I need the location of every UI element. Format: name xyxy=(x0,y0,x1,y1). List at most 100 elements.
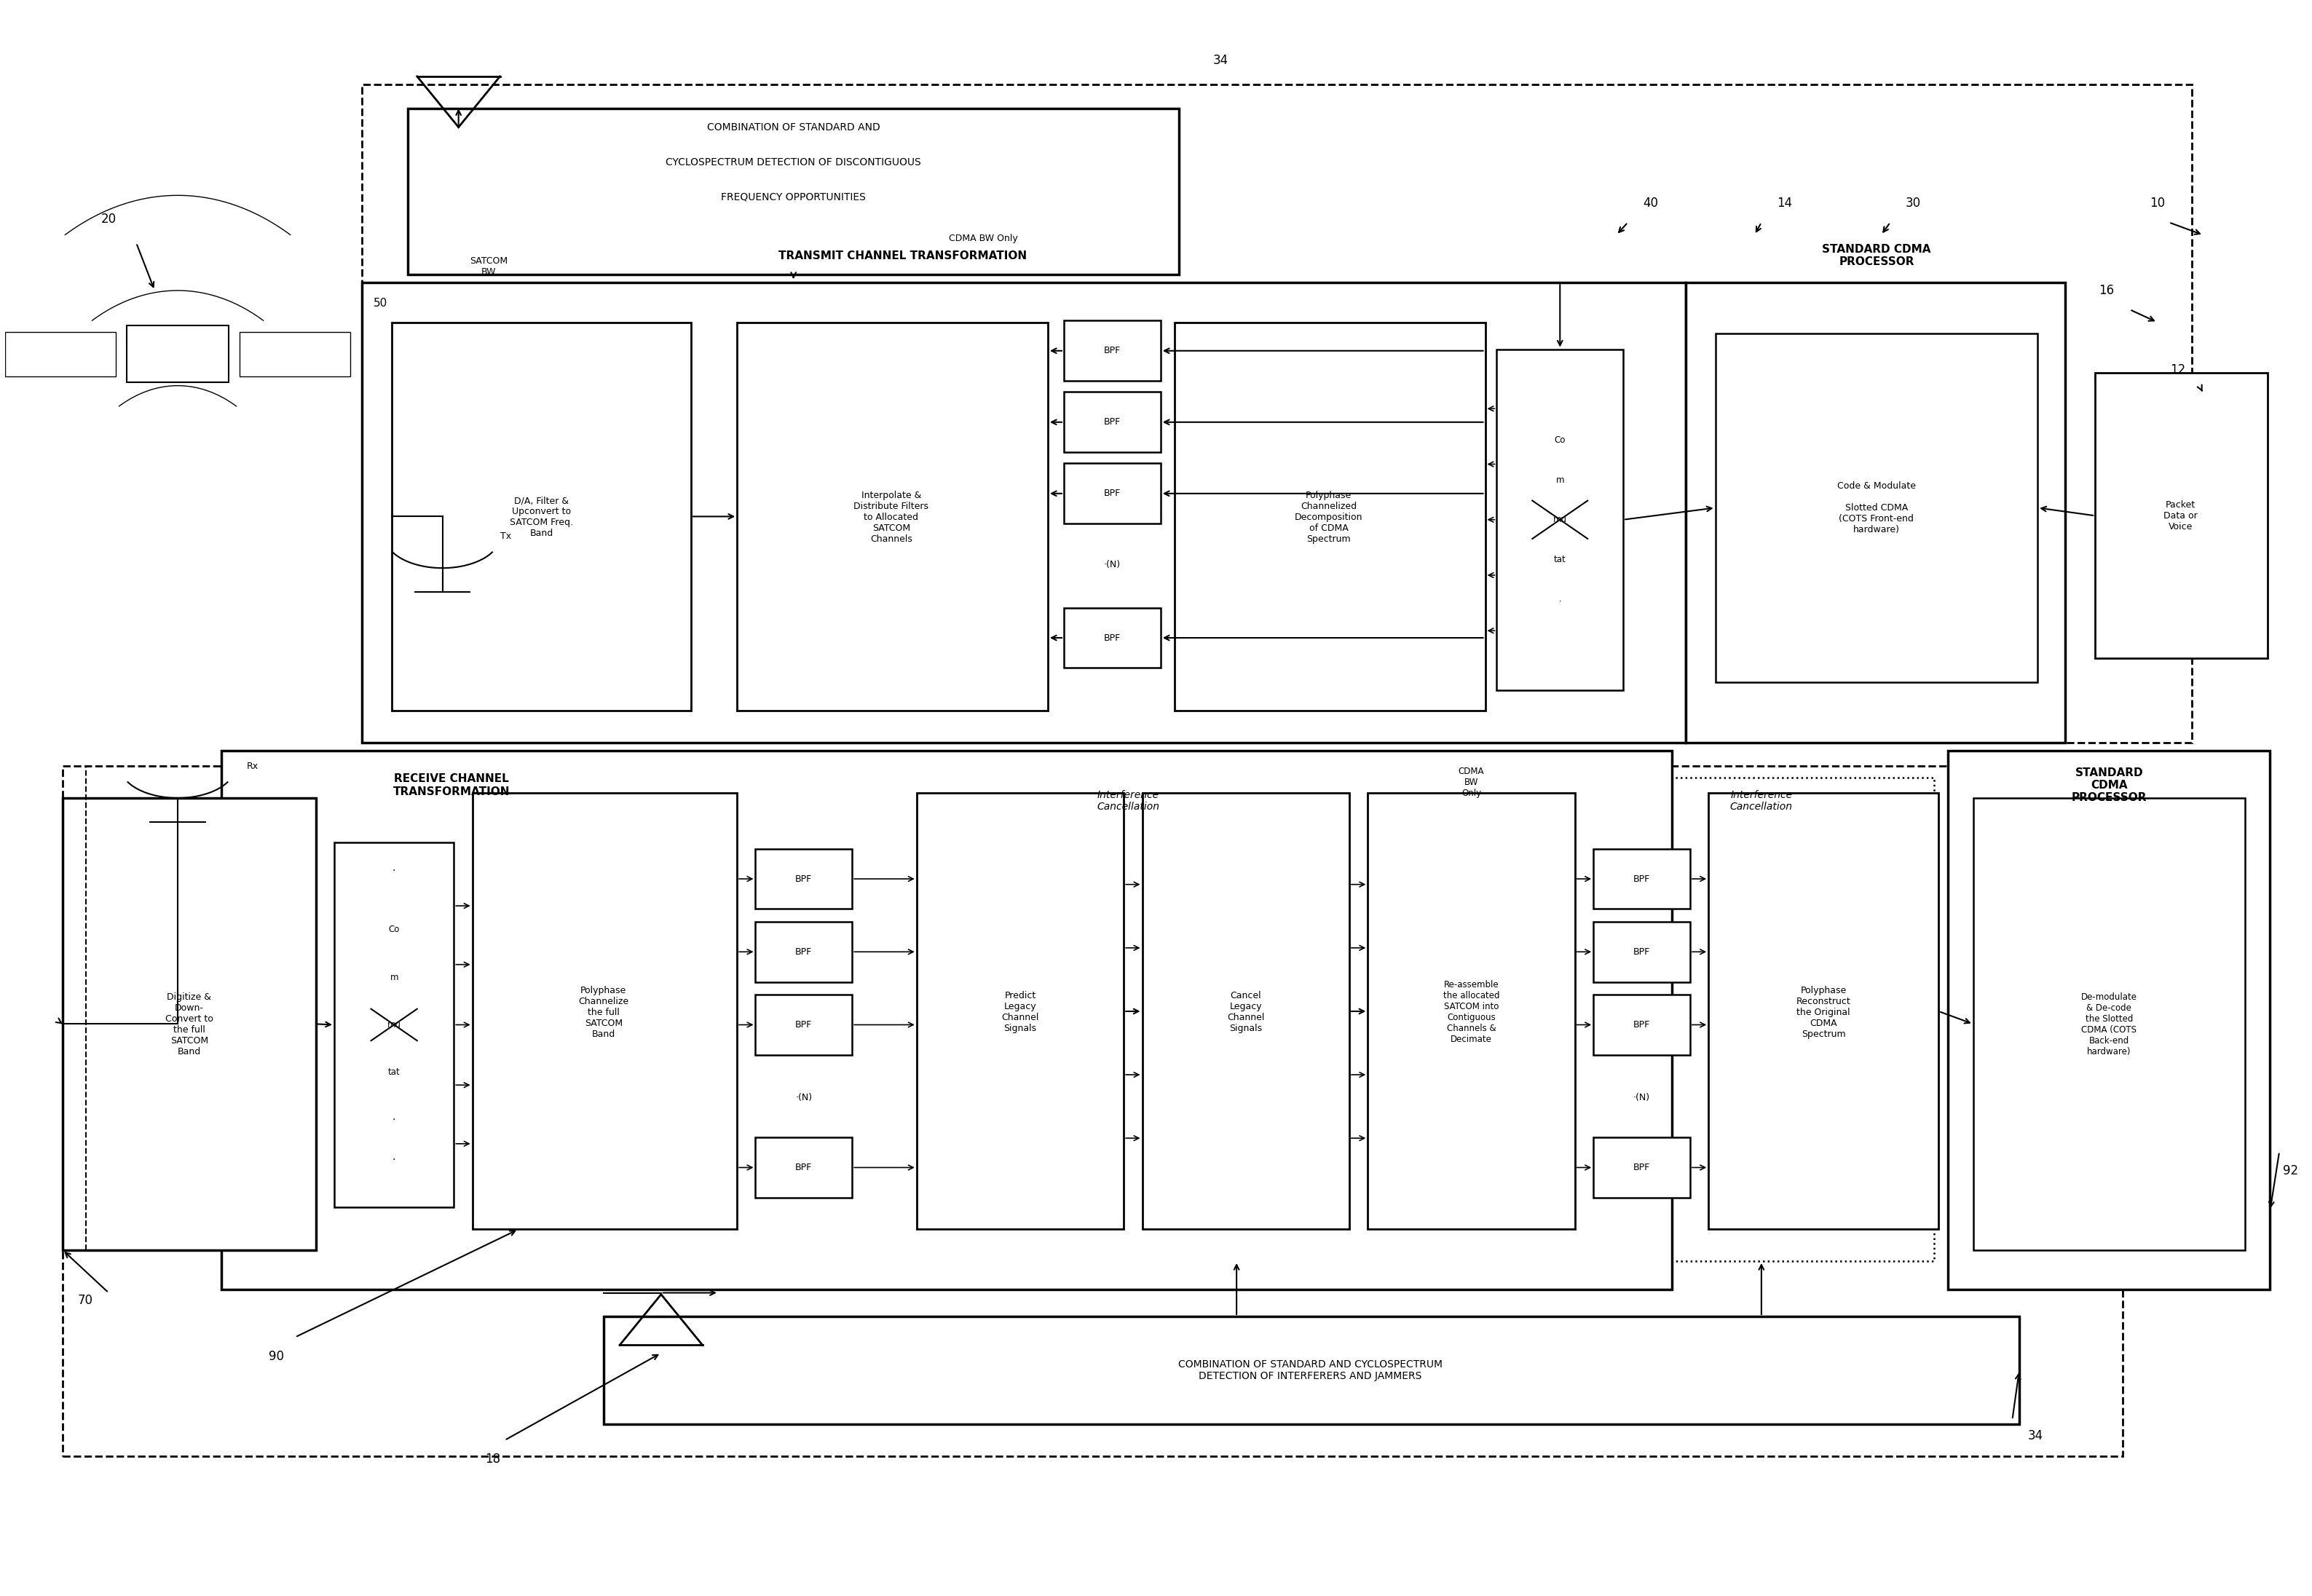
Text: RECEIVE CHANNEL
TRANSFORMATION: RECEIVE CHANNEL TRANSFORMATION xyxy=(393,774,511,796)
Text: BPF: BPF xyxy=(795,875,812,884)
Bar xyxy=(1064,463,1161,523)
Text: BPF: BPF xyxy=(795,946,812,956)
Bar xyxy=(603,1317,2018,1424)
Text: ·(N): ·(N) xyxy=(1632,1093,1651,1103)
Bar xyxy=(1593,849,1690,910)
Bar xyxy=(756,994,853,1055)
Text: m: m xyxy=(391,972,398,982)
Text: mu: mu xyxy=(1554,516,1568,525)
Text: Packet
Data or
Voice: Packet Data or Voice xyxy=(2164,500,2196,531)
Bar xyxy=(1064,608,1161,669)
Bar xyxy=(902,777,1570,1261)
Bar xyxy=(1709,793,1940,1229)
Bar xyxy=(1593,1138,1690,1197)
Text: 34: 34 xyxy=(2028,1428,2044,1443)
Bar xyxy=(738,322,1047,710)
Text: BPF: BPF xyxy=(1632,1020,1651,1029)
Bar xyxy=(1496,350,1623,689)
Text: 92: 92 xyxy=(2284,1163,2298,1178)
Bar xyxy=(1142,793,1350,1229)
Text: tat: tat xyxy=(388,1068,400,1077)
Text: Rx: Rx xyxy=(247,761,259,771)
Bar xyxy=(335,843,453,1207)
Bar xyxy=(1593,994,1690,1055)
Bar xyxy=(1064,393,1161,452)
Bar xyxy=(756,1138,853,1197)
Text: 50: 50 xyxy=(372,298,388,308)
Text: Co: Co xyxy=(1554,436,1565,445)
Bar xyxy=(391,322,691,710)
Text: 18: 18 xyxy=(486,1452,502,1465)
Text: CYCLOSPECTRUM DETECTION OF DISCONTIGUOUS: CYCLOSPECTRUM DETECTION OF DISCONTIGUOUS xyxy=(666,156,920,168)
Text: 70: 70 xyxy=(79,1294,92,1307)
Text: BPF: BPF xyxy=(1632,875,1651,884)
Text: BPF: BPF xyxy=(795,1020,812,1029)
Text: Co: Co xyxy=(388,926,400,934)
Text: Interference
Cancellation: Interference Cancellation xyxy=(1729,790,1792,812)
Bar xyxy=(5,332,116,377)
Text: D/A, Filter &
Upconvert to
SATCOM Freq.
Band: D/A, Filter & Upconvert to SATCOM Freq. … xyxy=(509,496,573,538)
Bar xyxy=(363,85,2192,742)
Text: 10: 10 xyxy=(2150,196,2164,209)
Bar xyxy=(1588,777,1935,1261)
Bar xyxy=(127,326,229,383)
Text: BPF: BPF xyxy=(1103,634,1121,643)
Text: 16: 16 xyxy=(2099,284,2115,297)
Bar xyxy=(363,282,1685,742)
Text: COMBINATION OF STANDARD AND CYCLOSPECTRUM
DETECTION OF INTERFERERS AND JAMMERS: COMBINATION OF STANDARD AND CYCLOSPECTRU… xyxy=(1179,1360,1443,1382)
Text: Tx: Tx xyxy=(499,531,511,541)
Text: CDMA BW Only: CDMA BW Only xyxy=(948,233,1017,243)
Text: ·(N): ·(N) xyxy=(1103,560,1121,570)
Bar xyxy=(62,798,317,1250)
Text: Digitize &
Down-
Convert to
the full
SATCOM
Band: Digitize & Down- Convert to the full SAT… xyxy=(164,993,213,1057)
Bar xyxy=(240,332,351,377)
Text: STANDARD
CDMA
PROCESSOR: STANDARD CDMA PROCESSOR xyxy=(2072,768,2146,803)
Bar xyxy=(2095,373,2268,659)
Text: ·: · xyxy=(393,1154,395,1165)
Bar xyxy=(1716,334,2037,681)
Text: 30: 30 xyxy=(1905,196,1921,209)
Text: BPF: BPF xyxy=(1103,488,1121,498)
Text: m: m xyxy=(1556,476,1565,485)
Text: 90: 90 xyxy=(268,1350,284,1363)
Text: ·: · xyxy=(393,867,395,876)
Text: 34: 34 xyxy=(1214,54,1228,67)
Bar xyxy=(62,766,2122,1456)
Text: BPF: BPF xyxy=(1103,418,1121,426)
Text: mu: mu xyxy=(386,1020,400,1029)
Text: Re-assemble
the allocated
SATCOM into
Contiguous
Channels &
Decimate: Re-assemble the allocated SATCOM into Co… xyxy=(1443,980,1500,1044)
Text: BPF: BPF xyxy=(1103,346,1121,356)
Text: tat: tat xyxy=(1554,554,1565,563)
Text: Polyphase
Reconstruct
the Original
CDMA
Spectrum: Polyphase Reconstruct the Original CDMA … xyxy=(1796,985,1852,1039)
Text: Predict
Legacy
Channel
Signals: Predict Legacy Channel Signals xyxy=(1001,991,1038,1033)
Bar xyxy=(1593,922,1690,982)
Text: Polyphase
Channelize
the full
SATCOM
Band: Polyphase Channelize the full SATCOM Ban… xyxy=(578,985,629,1039)
Text: SATCOM
BW: SATCOM BW xyxy=(469,257,506,278)
Text: De-modulate
& De-code
the Slotted
CDMA (COTS
Back-end
hardware): De-modulate & De-code the Slotted CDMA (… xyxy=(2081,993,2136,1057)
Bar xyxy=(756,922,853,982)
Bar xyxy=(756,849,853,910)
Text: ·(N): ·(N) xyxy=(795,1093,812,1103)
Text: BPF: BPF xyxy=(795,1163,812,1171)
Text: Interference
Cancellation: Interference Cancellation xyxy=(1098,790,1161,812)
Bar xyxy=(1972,798,2245,1250)
Bar xyxy=(407,109,1179,275)
Text: TRANSMIT CHANNEL TRANSFORMATION: TRANSMIT CHANNEL TRANSFORMATION xyxy=(779,251,1027,262)
Text: 14: 14 xyxy=(1776,196,1792,209)
Text: 20: 20 xyxy=(102,212,116,225)
Bar xyxy=(1947,750,2270,1290)
Text: Code & Modulate

Slotted CDMA
(COTS Front-end
hardware): Code & Modulate Slotted CDMA (COTS Front… xyxy=(1838,482,1917,535)
Bar xyxy=(1174,322,1484,710)
Text: CDMA
BW
Only: CDMA BW Only xyxy=(1459,766,1484,798)
Bar xyxy=(1685,282,2065,742)
Text: Polyphase
Channelized
Decomposition
of CDMA
Spectrum: Polyphase Channelized Decomposition of C… xyxy=(1295,490,1362,544)
Text: STANDARD CDMA
PROCESSOR: STANDARD CDMA PROCESSOR xyxy=(1822,244,1931,268)
Text: Cancel
Legacy
Channel
Signals: Cancel Legacy Channel Signals xyxy=(1228,991,1265,1033)
Bar xyxy=(222,750,1672,1290)
Text: 12: 12 xyxy=(2171,364,2185,377)
Bar xyxy=(1369,793,1574,1229)
Bar xyxy=(472,793,738,1229)
Text: Interpolate &
Distribute Filters
to Allocated
SATCOM
Channels: Interpolate & Distribute Filters to Allo… xyxy=(853,490,929,544)
Bar xyxy=(916,793,1124,1229)
Text: ·: · xyxy=(393,1116,395,1125)
